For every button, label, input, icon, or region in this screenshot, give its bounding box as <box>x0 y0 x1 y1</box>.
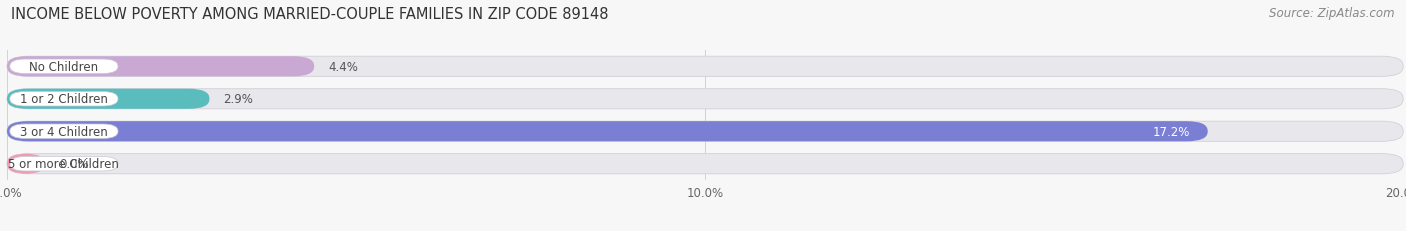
FancyBboxPatch shape <box>7 89 209 109</box>
Text: INCOME BELOW POVERTY AMONG MARRIED-COUPLE FAMILIES IN ZIP CODE 89148: INCOME BELOW POVERTY AMONG MARRIED-COUPL… <box>11 7 609 22</box>
Text: No Children: No Children <box>30 61 98 73</box>
Text: Source: ZipAtlas.com: Source: ZipAtlas.com <box>1270 7 1395 20</box>
FancyBboxPatch shape <box>10 92 118 106</box>
Text: 2.9%: 2.9% <box>224 93 253 106</box>
FancyBboxPatch shape <box>7 154 45 174</box>
FancyBboxPatch shape <box>10 157 118 171</box>
Text: 17.2%: 17.2% <box>1153 125 1191 138</box>
Text: 0.0%: 0.0% <box>59 158 89 170</box>
FancyBboxPatch shape <box>7 57 314 77</box>
Text: 5 or more Children: 5 or more Children <box>8 158 120 170</box>
FancyBboxPatch shape <box>7 154 1403 174</box>
FancyBboxPatch shape <box>7 57 1403 77</box>
FancyBboxPatch shape <box>10 125 118 139</box>
FancyBboxPatch shape <box>7 122 1403 142</box>
FancyBboxPatch shape <box>7 89 1403 109</box>
FancyBboxPatch shape <box>10 60 118 74</box>
Text: 1 or 2 Children: 1 or 2 Children <box>20 93 108 106</box>
FancyBboxPatch shape <box>7 122 1208 142</box>
Text: 4.4%: 4.4% <box>328 61 359 73</box>
Text: 3 or 4 Children: 3 or 4 Children <box>20 125 108 138</box>
